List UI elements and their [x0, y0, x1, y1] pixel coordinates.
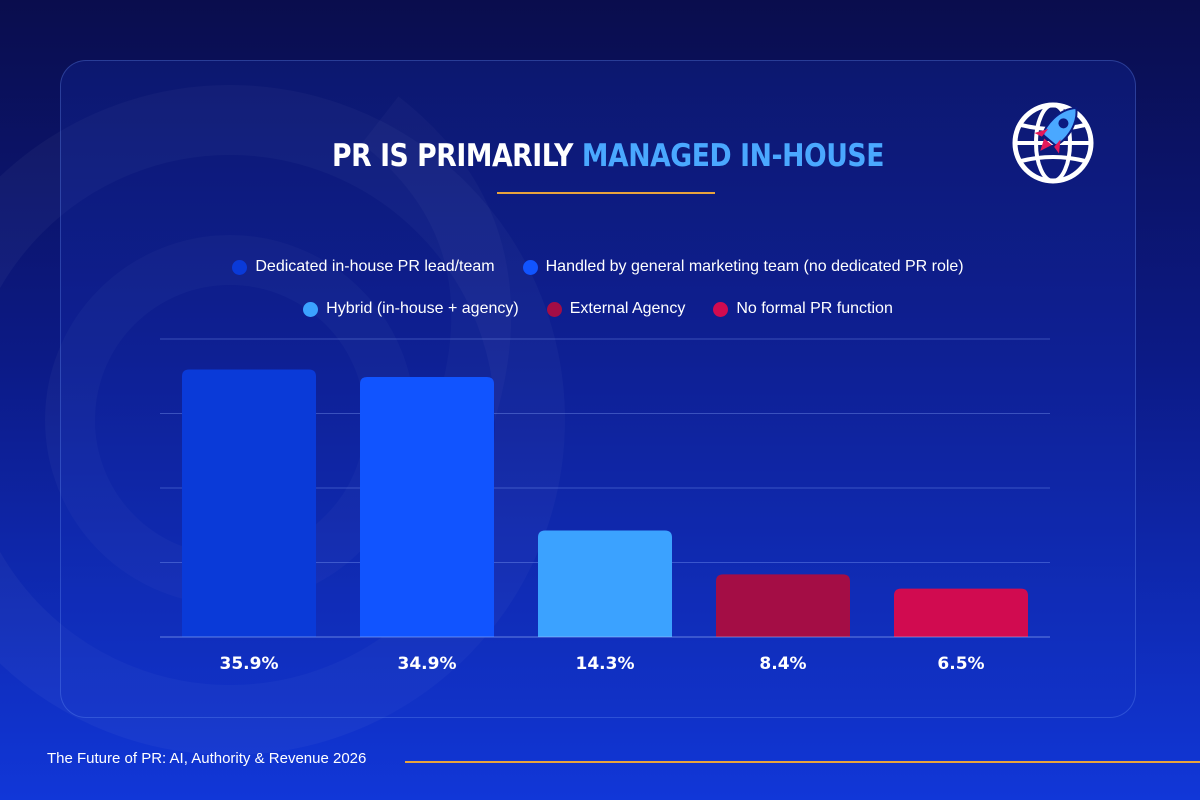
- legend-item: Handled by general marketing team (no de…: [522, 258, 964, 276]
- footer-line: [405, 761, 1200, 763]
- title-underline: [497, 192, 715, 194]
- legend-label: External Agency: [569, 300, 686, 317]
- legend-item: Dedicated in-house PR lead/team: [232, 258, 495, 276]
- bar-1: [360, 376, 494, 637]
- legend-dot-hybrid: [303, 301, 319, 317]
- bar-2: [538, 530, 672, 637]
- legend-row-1: Dedicated in-house PR lead/team Handled …: [60, 258, 1136, 276]
- legend-label: Dedicated in-house PR lead/team: [255, 258, 495, 275]
- legend-dot-none: [713, 301, 729, 317]
- legend-label: Handled by general marketing team (no de…: [545, 258, 964, 275]
- legend-row-2: Hybrid (in-house + agency) External Agen…: [60, 300, 1136, 318]
- footer-source: The Future of PR: AI, Authority & Revenu…: [47, 750, 367, 767]
- legend-label: Hybrid (in-house + agency): [326, 300, 519, 317]
- chart-title: PR IS PRIMARILY MANAGED IN-HOUSE: [85, 138, 1131, 174]
- legend-dot-marketing: [522, 259, 538, 275]
- bar-value-label: 34.9%: [398, 654, 457, 674]
- bar-0: [182, 369, 316, 637]
- title-accent: MANAGED IN-HOUSE: [581, 138, 885, 174]
- legend-item: Hybrid (in-house + agency): [303, 300, 519, 318]
- bar-value-label: 6.5%: [937, 654, 984, 674]
- globe-rocket-icon: [1011, 97, 1099, 185]
- bar-value-label: 8.4%: [759, 654, 806, 674]
- legend-dot-dedicated: [232, 259, 248, 275]
- bar-3: [716, 574, 850, 637]
- bar-value-label: 14.3%: [576, 654, 635, 674]
- legend-label: No formal PR function: [736, 300, 893, 317]
- legend-item: External Agency: [546, 300, 686, 318]
- legend-dot-agency: [546, 301, 562, 317]
- bar-4: [894, 588, 1028, 637]
- legend-item: No formal PR function: [713, 300, 893, 318]
- bar-value-label: 35.9%: [220, 654, 279, 674]
- title-main: PR IS PRIMARILY: [332, 138, 582, 174]
